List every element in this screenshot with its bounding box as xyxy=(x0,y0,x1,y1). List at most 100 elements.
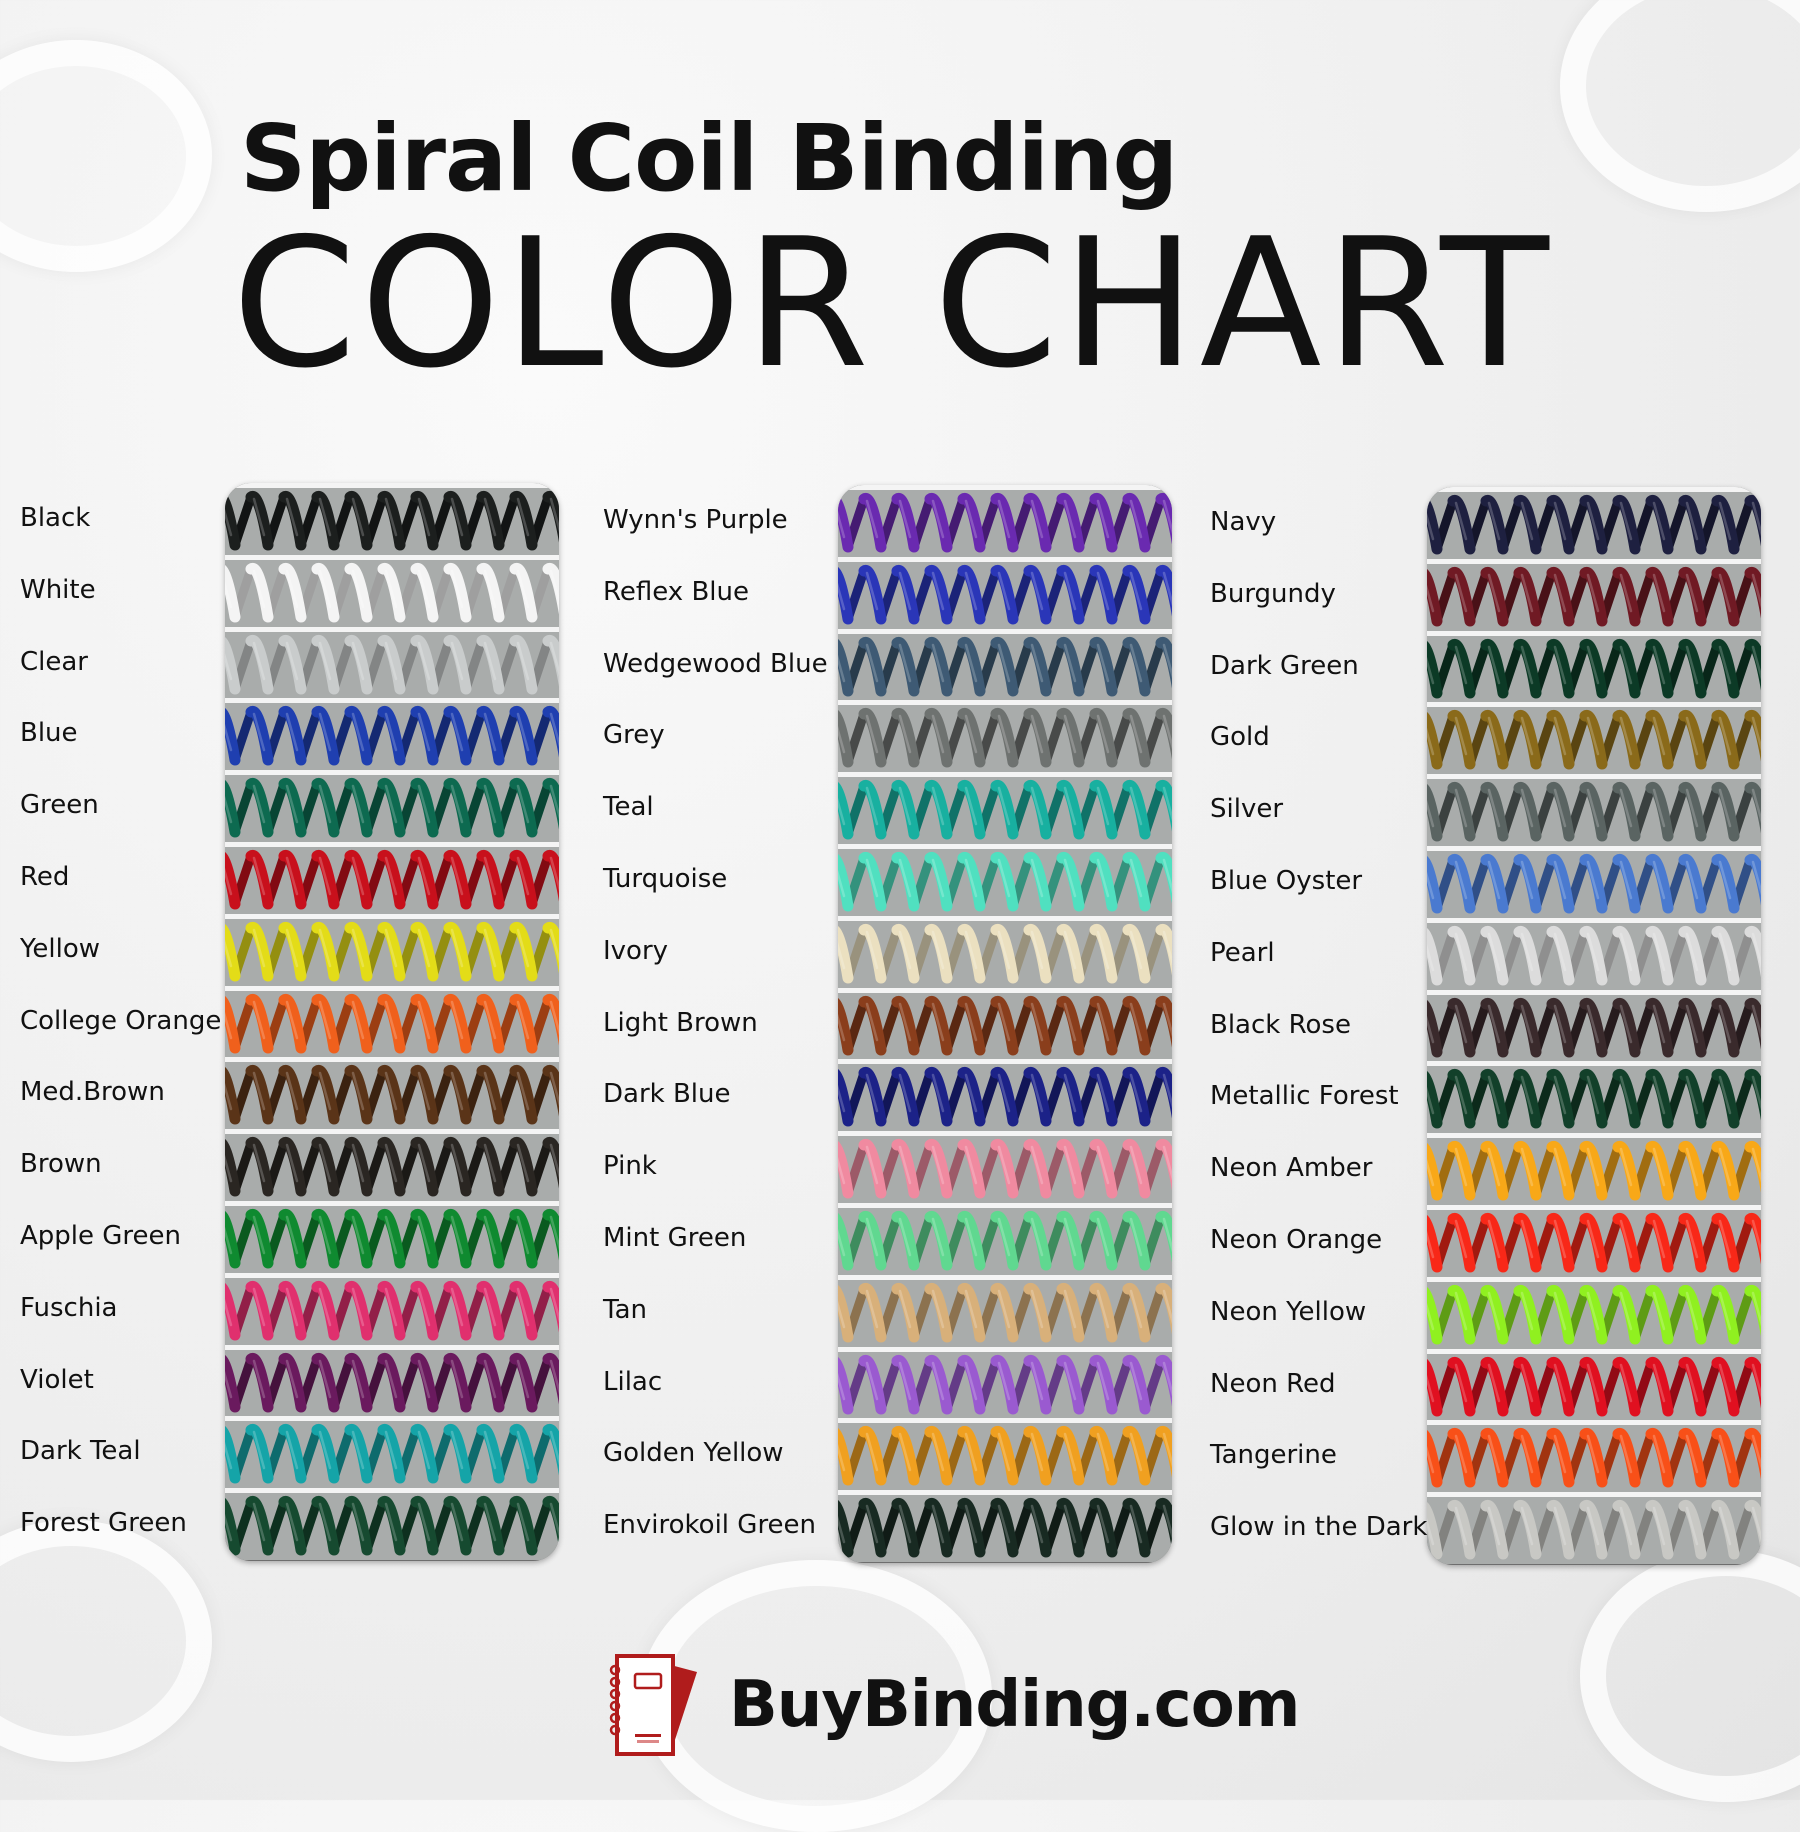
coil-swatch xyxy=(838,1418,1172,1491)
color-label: Dark Green xyxy=(1210,650,1359,681)
coil-swatch xyxy=(838,556,1172,629)
notebook-icon xyxy=(609,1654,697,1756)
coil-swatch xyxy=(1427,1492,1761,1565)
coil-swatch xyxy=(225,626,559,699)
color-label: Violet xyxy=(20,1364,94,1395)
coil-panel xyxy=(1427,487,1761,1565)
color-label: Brown xyxy=(20,1149,102,1180)
coil-swatch xyxy=(838,1490,1172,1563)
color-label: Turquoise xyxy=(603,864,728,894)
coil-swatch xyxy=(1427,989,1761,1062)
color-label: Neon Red xyxy=(1210,1368,1336,1399)
color-label: Envirokoil Green xyxy=(603,1510,817,1541)
color-label: Wynn's Purple xyxy=(603,505,788,535)
coil-swatch xyxy=(838,1059,1172,1132)
color-label: Pearl xyxy=(1210,937,1275,968)
color-label: Ivory xyxy=(603,935,669,966)
coil-swatch xyxy=(225,698,559,771)
color-label: Blue Oyster xyxy=(1210,866,1363,896)
color-label: Tangerine xyxy=(1210,1440,1337,1471)
background-coil xyxy=(0,40,212,272)
coil-panel xyxy=(225,483,559,1561)
coil-swatch xyxy=(1427,1205,1761,1277)
coil-swatch xyxy=(1427,917,1761,990)
color-label: Dark Blue xyxy=(603,1079,731,1110)
brand-name: BuyBinding.com xyxy=(729,1668,1300,1742)
color-label: Navy xyxy=(1210,507,1277,537)
coil-swatch xyxy=(1427,774,1761,847)
color-label: Silver xyxy=(1210,794,1284,825)
color-label: Glow in the Dark xyxy=(1210,1512,1428,1543)
coil-swatch xyxy=(838,1274,1172,1347)
color-label: Light Brown xyxy=(603,1007,758,1038)
color-label: Burgundy xyxy=(1210,578,1336,609)
coil-swatch xyxy=(838,915,1172,988)
color-label: Fuschia xyxy=(20,1292,118,1323)
brand-logo: BuyBinding.com xyxy=(605,1650,1300,1760)
color-label: Teal xyxy=(603,792,654,823)
color-label: Dark Teal xyxy=(20,1436,141,1467)
coil-swatch xyxy=(838,1346,1172,1419)
color-label: Yellow xyxy=(20,933,101,964)
coil-swatch xyxy=(225,770,559,843)
color-label: Blue xyxy=(20,718,78,749)
color-label: White xyxy=(20,574,96,605)
color-label: Red xyxy=(20,862,70,892)
coil-swatch xyxy=(225,1201,559,1273)
coil-swatch xyxy=(225,1272,559,1345)
coil-swatch xyxy=(1427,558,1761,631)
coil-swatch xyxy=(225,913,559,986)
coil-swatch xyxy=(838,1203,1172,1275)
background-coil xyxy=(1560,0,1800,212)
coil-swatch xyxy=(1427,1133,1761,1206)
color-label: Forest Green xyxy=(20,1508,187,1539)
coil-swatch xyxy=(1427,487,1761,559)
color-label: Black xyxy=(20,503,91,533)
color-label: Lilac xyxy=(603,1366,663,1397)
color-label: Neon Yellow xyxy=(1210,1296,1367,1327)
coil-swatch xyxy=(838,844,1172,916)
coil-swatch xyxy=(1427,702,1761,775)
coil-swatch xyxy=(225,554,559,627)
background-coil xyxy=(1580,1550,1800,1802)
color-label: Golden Yellow xyxy=(603,1438,784,1469)
coil-swatch xyxy=(225,985,559,1058)
coil-swatch xyxy=(225,1344,559,1417)
coil-swatch xyxy=(225,483,559,555)
coil-swatch xyxy=(838,1131,1172,1204)
coil-swatch xyxy=(225,1129,559,1202)
color-label: Neon Orange xyxy=(1210,1225,1383,1255)
color-label: College Orange xyxy=(20,1005,222,1036)
coil-panel xyxy=(838,485,1172,1563)
color-label: Tan xyxy=(603,1294,647,1325)
coil-swatch xyxy=(838,485,1172,557)
color-label: Grey xyxy=(603,720,665,751)
coil-swatch xyxy=(1427,1348,1761,1421)
coil-swatch xyxy=(838,700,1172,773)
color-label: Pink xyxy=(603,1151,657,1182)
coil-swatch xyxy=(225,1416,559,1489)
color-label: Apple Green xyxy=(20,1221,182,1251)
coil-swatch xyxy=(225,1488,559,1561)
color-label: Gold xyxy=(1210,722,1270,753)
coil-swatch xyxy=(838,772,1172,845)
coil-swatch xyxy=(1427,1420,1761,1493)
color-label: Mint Green xyxy=(603,1223,747,1253)
color-label: Metallic Forest xyxy=(1210,1081,1399,1112)
title-line1: Spiral Coil Binding xyxy=(240,105,1178,212)
title-line2: COLOR CHART xyxy=(232,200,1553,407)
coil-swatch xyxy=(225,1057,559,1130)
color-label: Med.Brown xyxy=(20,1077,165,1108)
color-label: Green xyxy=(20,790,99,821)
coil-swatch xyxy=(838,628,1172,701)
coil-swatch xyxy=(1427,846,1761,918)
coil-swatch xyxy=(838,987,1172,1060)
color-label: Wedgewood Blue xyxy=(603,648,828,679)
background-coil xyxy=(0,1520,212,1762)
coil-swatch xyxy=(1427,1276,1761,1349)
color-label: Clear xyxy=(20,646,88,677)
coil-swatch xyxy=(225,842,559,914)
coil-swatch xyxy=(1427,630,1761,703)
color-label: Black Rose xyxy=(1210,1009,1351,1040)
coil-swatch xyxy=(1427,1061,1761,1134)
